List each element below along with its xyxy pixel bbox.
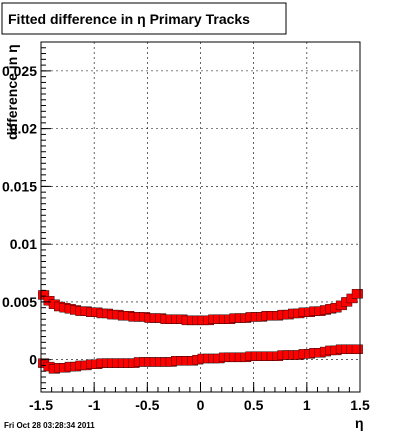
y-tick-label: 0.015 xyxy=(2,178,37,194)
x-tick-label: -1 xyxy=(88,397,101,413)
y-tick-label: 0 xyxy=(29,352,37,368)
y-tick-label: 0.01 xyxy=(10,236,37,252)
x-tick-label: 1 xyxy=(303,397,311,413)
ticks-layer xyxy=(40,47,361,392)
grid-layer xyxy=(41,42,360,392)
tick-label-layer: -1.5 -1 -0.5 0 0.5 1 1.5 0 0.005 0.01 0.015 0.02 0.0… xyxy=(2,63,370,413)
data-point xyxy=(351,289,363,299)
x-tick-label: -0.5 xyxy=(135,397,159,413)
title-frame xyxy=(1,2,287,35)
timestamp-stamp: Fri Oct 28 03:28:34 2011 xyxy=(4,421,95,430)
y-tick-label: 0.02 xyxy=(10,121,37,137)
y-tick-label: 0.025 xyxy=(2,63,37,79)
x-tick-label: 1.5 xyxy=(350,397,370,413)
x-tick-label: 0.5 xyxy=(244,397,264,413)
chart-title: Fitted difference in η Primary Tracks xyxy=(8,11,250,27)
x-axis-label: η xyxy=(355,415,364,431)
y-axis-label: difference in η xyxy=(4,44,20,140)
series-layer xyxy=(38,289,363,374)
x-tick-label: 0 xyxy=(197,397,205,413)
data-point xyxy=(351,344,363,354)
y-tick-label: 0.005 xyxy=(2,294,37,310)
x-tick-label: -1.5 xyxy=(29,397,53,413)
title-box: Fitted difference in η Primary Tracks xyxy=(1,2,287,35)
